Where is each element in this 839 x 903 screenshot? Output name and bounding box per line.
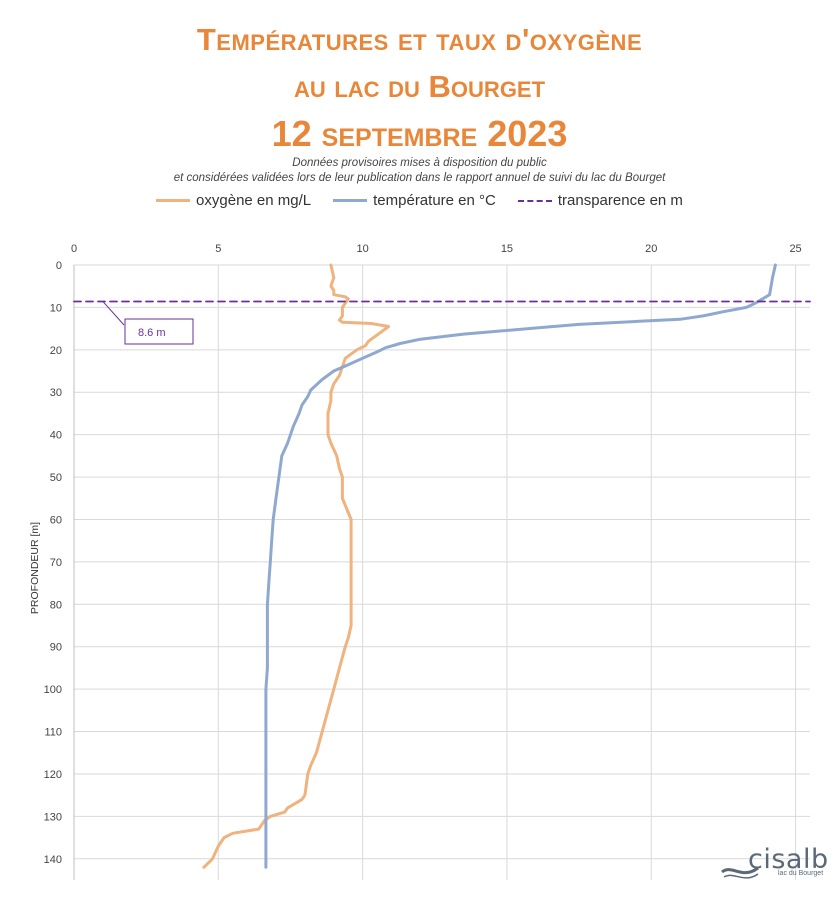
chart-title-date: 12 septembre 2023 — [271, 113, 568, 154]
legend-swatch-transparency — [517, 199, 552, 202]
chart-subtitle-line2: et considérées validées lors de leur pub… — [173, 172, 666, 184]
y-tick-label-90: 90 — [50, 642, 62, 654]
y-tick-label-40: 40 — [50, 430, 62, 442]
x-tick-label-10: 10 — [357, 243, 369, 255]
series-oxygen-line — [202, 263, 391, 869]
chart-subtitle-line1: Données provisoires mises à disposition … — [292, 157, 547, 169]
x-tick-label-15: 15 — [501, 243, 513, 255]
cisalb-logo: cisalb lac du Bourget — [720, 844, 828, 884]
series-layer — [73, 263, 811, 869]
y-tick-label-110: 110 — [44, 727, 62, 739]
ticks-layer: 0 5 10 15 20 25 0 10 20 30 40 50 60 70 80 90 100 110 120 13… — [44, 243, 802, 866]
y-tick-label-30: 30 — [50, 387, 62, 399]
series-temperature-line — [264, 263, 777, 869]
y-tick-label-80: 80 — [50, 599, 62, 611]
y-tick-label-50: 50 — [50, 472, 62, 484]
annotation-layer: 8.6 m — [102, 301, 194, 345]
legend-item-temperature: température en °C — [333, 192, 496, 209]
logo-wave-icon — [721, 866, 759, 879]
logo-text: cisalb — [748, 844, 829, 875]
y-tick-label-130: 130 — [44, 811, 62, 823]
grid-layer — [73, 264, 810, 880]
legend-label-temperature: température en °C — [373, 192, 496, 209]
legend-item-oxygen: oxygène en mg/L — [156, 192, 311, 209]
annotation-label: 8.6 m — [138, 327, 166, 339]
chart-title-line2: au lac du Bourget — [293, 69, 546, 104]
x-tick-label-5: 5 — [215, 243, 221, 255]
legend-swatch-temperature — [333, 199, 368, 202]
y-tick-label-20: 20 — [50, 345, 62, 357]
y-tick-label-100: 100 — [44, 684, 62, 696]
x-tick-label-25: 25 — [789, 243, 801, 255]
x-tick-label-0: 0 — [71, 243, 77, 255]
y-tick-label-0: 0 — [56, 260, 62, 272]
legend-swatch-oxygen — [156, 199, 191, 202]
y-tick-label-10: 10 — [50, 302, 62, 314]
legend-item-transparency: transparence en m — [517, 192, 683, 209]
y-axis-label: PROFONDEUR [m] — [29, 522, 41, 614]
logo-tagline: lac du Bourget — [778, 870, 824, 877]
annotation-box — [124, 318, 194, 345]
y-tick-label-120: 120 — [44, 769, 62, 781]
chart-title-line1: Températures et taux d'oxygène — [196, 22, 643, 57]
y-tick-label-60: 60 — [50, 514, 62, 526]
y-tick-label-140: 140 — [44, 854, 62, 866]
chart-legend: oxygène en mg/L température en °C transp… — [0, 192, 839, 209]
y-tick-label-70: 70 — [50, 557, 62, 569]
annotation-leader-line — [102, 301, 125, 326]
legend-label-oxygen: oxygène en mg/L — [196, 192, 312, 209]
legend-label-transparency: transparence en m — [557, 192, 683, 209]
x-tick-label-20: 20 — [645, 243, 657, 255]
